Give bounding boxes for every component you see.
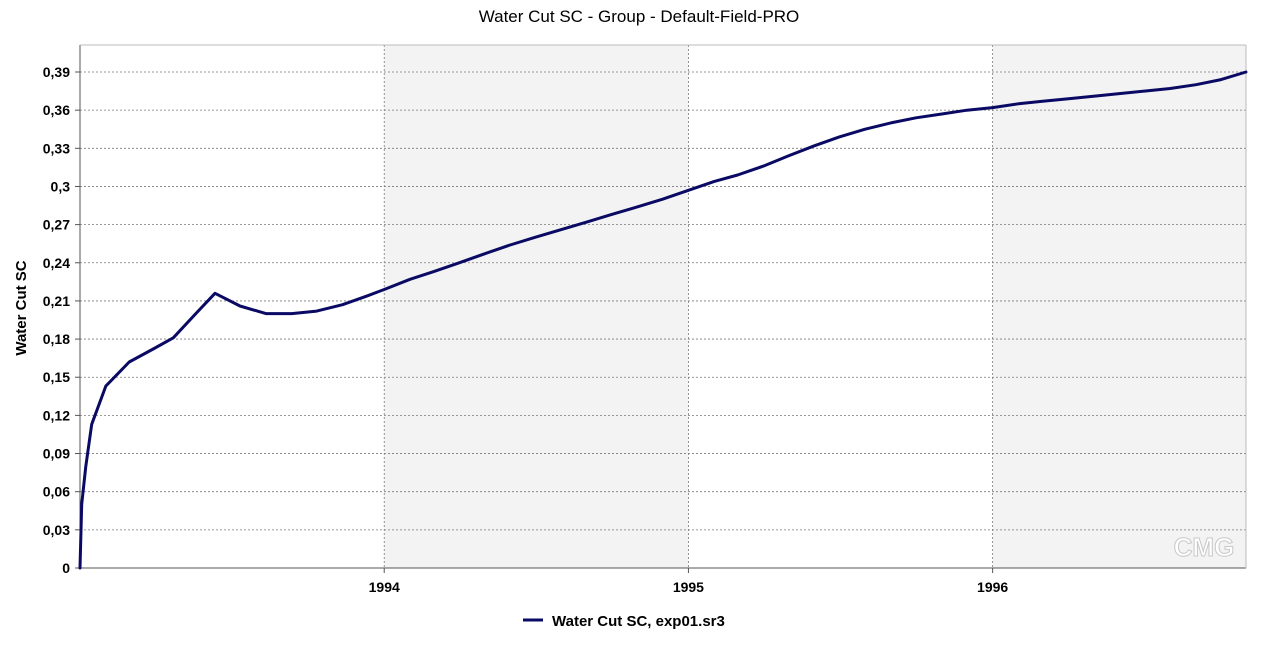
x-tick-label-2: 1996 (977, 579, 1008, 595)
y-tick-label-10: 0,3 (51, 178, 71, 194)
y-tick-label-0: 0 (62, 560, 70, 576)
series-lines (78, 70, 1248, 570)
y-tick-label-4: 0,12 (43, 407, 70, 423)
chart-title: Water Cut SC - Group - Default-Field-PRO (479, 7, 800, 26)
y-tick-label-12: 0,36 (43, 102, 70, 118)
x-tick-labels: 1994 1995 1996 (369, 568, 1008, 595)
legend-label: Water Cut SC, exp01.sr3 (552, 613, 725, 630)
y-tick-label-9: 0,27 (43, 217, 70, 233)
y-tick-label-11: 0,33 (43, 140, 70, 156)
shaded-band-0 (384, 45, 689, 568)
y-tick-label-1: 0,03 (43, 522, 70, 538)
y-axis-label: Water Cut SC (13, 260, 30, 355)
legend[interactable]: Water Cut SC, exp01.sr3 (523, 613, 725, 630)
y-tick-label-13: 0,39 (43, 64, 70, 80)
y-tick-label-5: 0,15 (43, 369, 70, 385)
series-line-0 (78, 70, 1248, 570)
grid-lines (80, 45, 1246, 568)
y-tick-label-3: 0,09 (43, 446, 70, 462)
axes (79, 44, 1247, 569)
y-tick-label-6: 0,18 (43, 331, 70, 347)
y-tick-label-8: 0,24 (43, 255, 70, 271)
y-tick-label-2: 0,06 (43, 484, 70, 500)
cmg-watermark: CMG (1174, 532, 1235, 562)
plot-background (80, 45, 1246, 568)
y-tick-label-7: 0,21 (43, 293, 70, 309)
y-tick-labels: 0 0,03 0,06 0,09 0,12 0,15 0,18 0,21 0,24 0,27 0,3… (43, 64, 80, 576)
x-tick-label-0: 1994 (369, 579, 400, 595)
shaded-band-1 (992, 45, 1246, 568)
x-tick-label-1: 1995 (673, 579, 704, 595)
